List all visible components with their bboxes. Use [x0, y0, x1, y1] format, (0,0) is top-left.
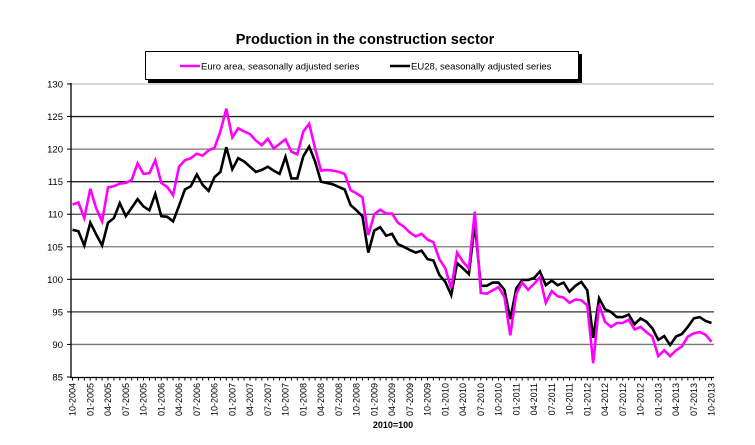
y-axis-ticks: 85 90 95 100 105 110 115 120 125 130 — [47, 80, 71, 384]
x-tick-label: 10-2007 — [281, 383, 291, 416]
x-tick-label: 07-2007 — [263, 383, 273, 416]
x-tick-label: 10-2004 — [68, 383, 78, 416]
x-tick-label: 04-2009 — [387, 383, 397, 416]
x-tick-label: 01-2007 — [227, 383, 237, 416]
x-tick-label: 04-2007 — [245, 383, 255, 416]
x-tick-label: 04-2011 — [529, 383, 539, 415]
x-tick-label: 07-2006 — [192, 383, 202, 416]
x-tick-label: 10-2005 — [139, 383, 149, 416]
y-tick-label: 95 — [52, 307, 63, 318]
chart-title: Production in the construction sector — [236, 32, 495, 48]
x-tick-label: 04-2012 — [600, 383, 610, 416]
x-tick-label: 01-2009 — [369, 383, 379, 416]
x-tick-label: 10-2011 — [565, 383, 575, 415]
x-tick-label: 10-2009 — [423, 383, 433, 416]
x-tick-label: 04-2013 — [671, 383, 681, 416]
x-tick-label: 10-2012 — [636, 383, 646, 416]
x-tick-label: 10-2006 — [210, 383, 220, 416]
x-tick-label: 10-2013 — [707, 383, 717, 416]
x-axis-ticks: 10-2004 01-2005 04-2005 07-2005 10-2005 01-20… — [68, 377, 717, 416]
y-tick-label: 105 — [47, 242, 63, 253]
x-tick-label: 04-2008 — [316, 383, 326, 416]
x-tick-label: 01-2013 — [653, 383, 663, 416]
x-tick-label: 07-2008 — [334, 383, 344, 416]
x-tick-label: 01-2012 — [582, 383, 592, 416]
legend-label-eu28: EU28, seasonally adjusted series — [411, 62, 552, 73]
x-tick-label: 01-2010 — [440, 383, 450, 416]
x-tick-label: 10-2010 — [494, 383, 504, 416]
y-tick-label: 125 — [47, 112, 63, 123]
x-tick-label: 10-2008 — [352, 383, 362, 416]
legend-box — [145, 51, 579, 80]
series-group — [72, 108, 713, 364]
series-line-eu28 — [72, 143, 712, 348]
legend-label-euro-area: Euro area, seasonally adjusted series — [201, 62, 360, 73]
x-tick-label: 07-2010 — [476, 383, 486, 416]
x-tick-label: 01-2008 — [298, 383, 308, 416]
x-tick-label: 07-2012 — [618, 383, 628, 416]
x-tick-label: 01-2006 — [156, 383, 166, 416]
x-tick-label: 07-2011 — [547, 383, 557, 415]
x-tick-label: 07-2005 — [121, 383, 131, 416]
y-tick-label: 90 — [52, 340, 63, 351]
x-tick-label: 07-2013 — [689, 383, 699, 416]
x-tick-label: 01-2011 — [511, 383, 521, 415]
x-tick-label: 04-2010 — [458, 383, 468, 416]
y-tick-label: 120 — [47, 145, 63, 156]
y-tick-label: 130 — [47, 80, 63, 91]
legend: Euro area, seasonally adjusted series EU… — [145, 51, 582, 83]
y-tick-label: 100 — [47, 275, 63, 286]
x-axis-label: 2010=100 — [373, 420, 413, 430]
y-tick-label: 115 — [48, 177, 63, 188]
x-tick-label: 04-2006 — [174, 383, 184, 416]
x-tick-label: 01-2005 — [85, 383, 95, 416]
y-tick-label: 110 — [48, 210, 63, 221]
x-tick-label: 07-2009 — [405, 383, 415, 416]
x-tick-label: 04-2005 — [103, 383, 113, 416]
y-tick-label: 85 — [52, 373, 63, 384]
